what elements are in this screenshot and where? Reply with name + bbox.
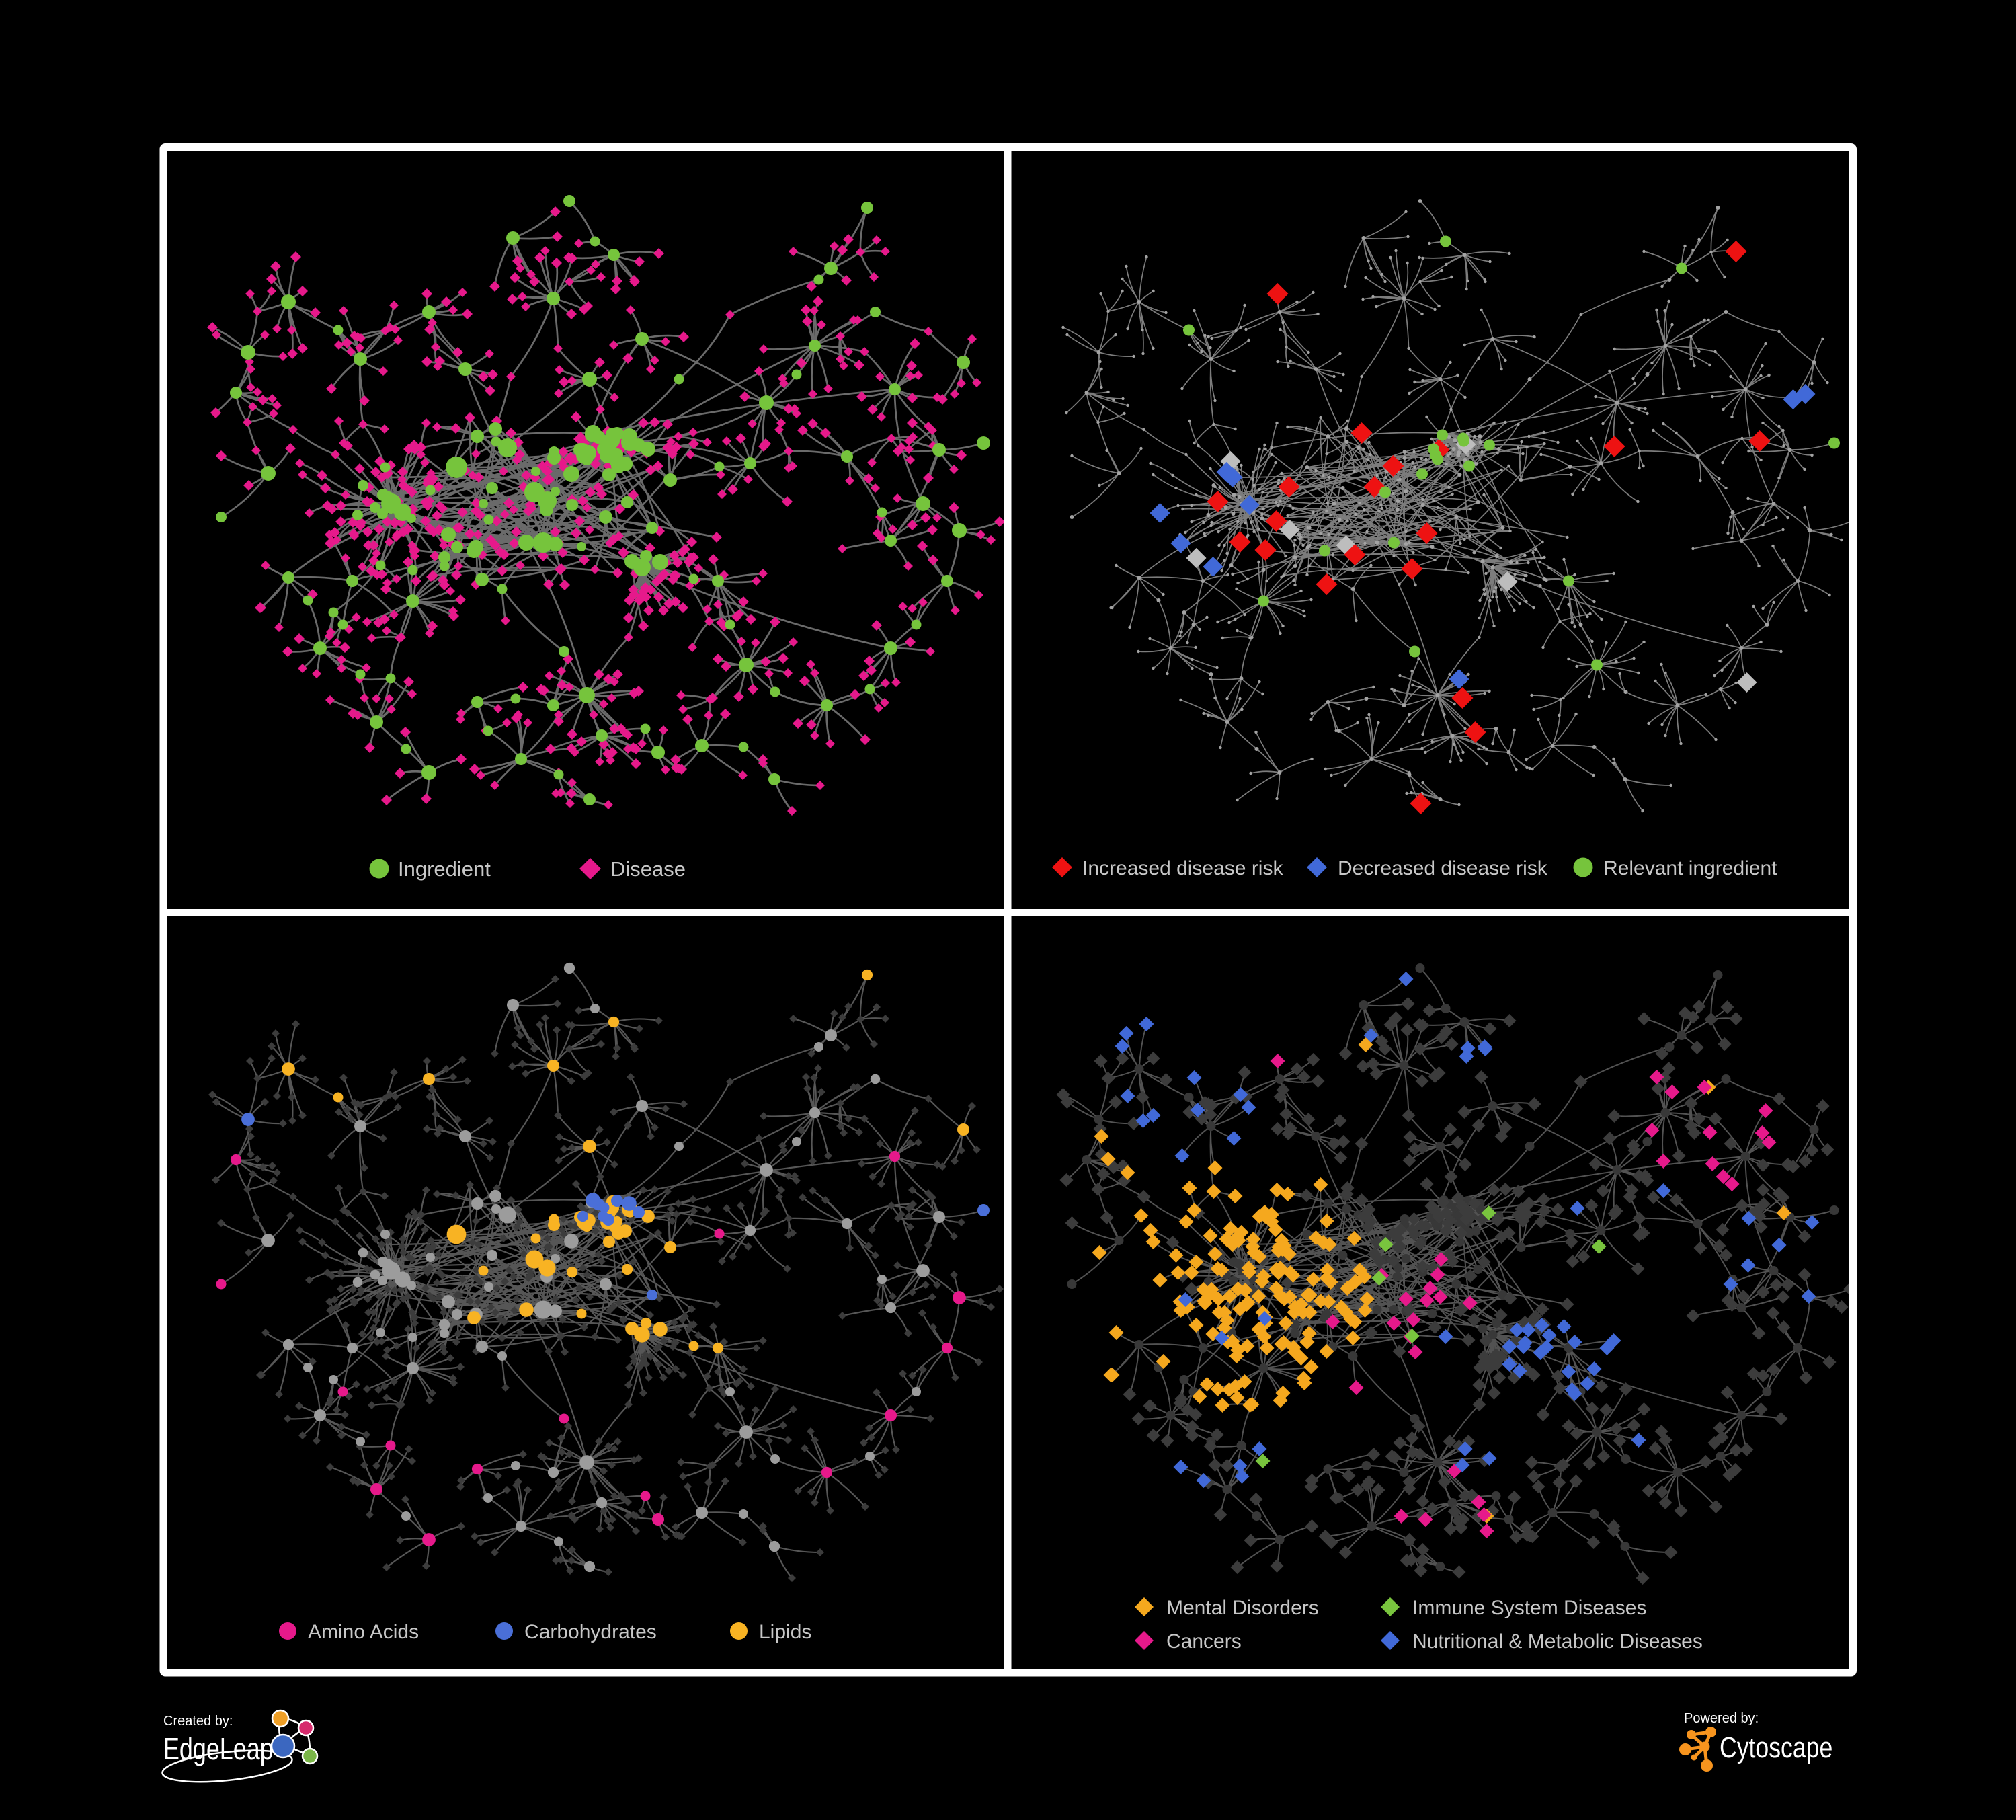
svg-text:Created by:: Created by: <box>163 1714 233 1729</box>
svg-text:EdgeLeap: EdgeLeap <box>163 1732 274 1766</box>
svg-text:Increased disease risk: Increased disease risk <box>1082 857 1283 879</box>
svg-text:Disease: Disease <box>610 857 686 881</box>
svg-text:Relevant ingredient: Relevant ingredient <box>1603 857 1777 879</box>
svg-text:Lipids: Lipids <box>759 1621 811 1643</box>
svg-text:Cytoscape: Cytoscape <box>1720 1732 1832 1764</box>
svg-text:Amino Acids: Amino Acids <box>308 1621 419 1643</box>
svg-text:Ingredient: Ingredient <box>398 857 491 881</box>
svg-text:Carbohydrates: Carbohydrates <box>524 1621 657 1643</box>
svg-text:Mental Disorders: Mental Disorders <box>1166 1597 1319 1619</box>
svg-text:Cancers: Cancers <box>1166 1630 1242 1653</box>
svg-text:Powered by:: Powered by: <box>1684 1711 1759 1726</box>
svg-text:Immune System Diseases: Immune System Diseases <box>1412 1597 1646 1619</box>
svg-text:Nutritional & Metabolic Diseas: Nutritional & Metabolic Diseases <box>1412 1630 1703 1653</box>
svg-text:Decreased disease risk: Decreased disease risk <box>1338 857 1548 879</box>
